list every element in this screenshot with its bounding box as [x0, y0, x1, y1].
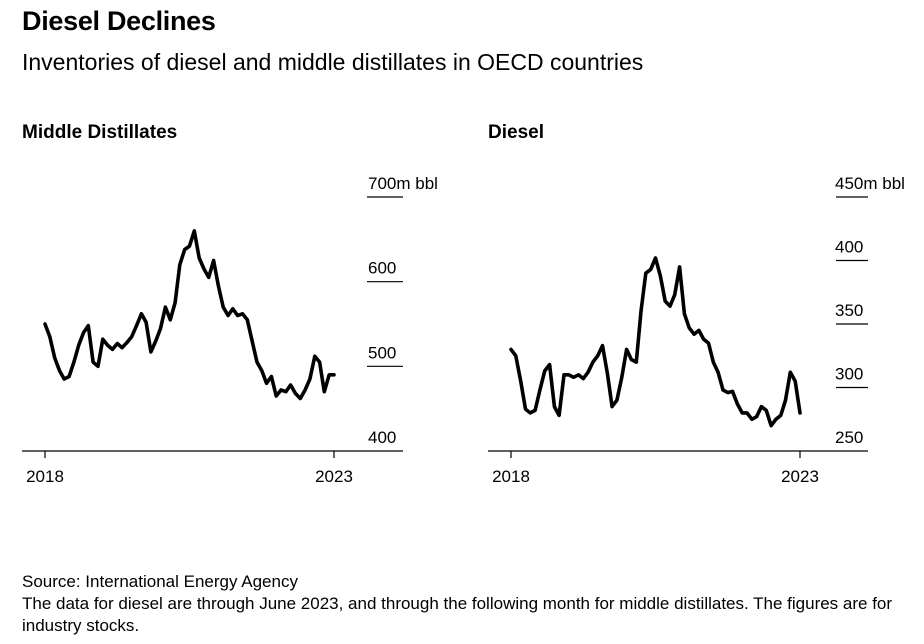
x-tick-label: 2023 — [781, 467, 819, 486]
y-tick-label: 500 — [368, 343, 396, 362]
footer: Source: International Energy Agency The … — [22, 571, 912, 637]
x-tick-label: 2018 — [26, 467, 64, 486]
data-note: The data for diesel are through June 202… — [22, 594, 897, 635]
y-tick-label: 350 — [835, 301, 863, 320]
x-tick-label: 2023 — [315, 467, 353, 486]
chart-title: Diesel Declines — [22, 6, 216, 36]
y-tick-label: 600 — [368, 259, 396, 278]
panel-title-middle-distillates: Middle Distillates — [22, 122, 178, 143]
source-note: Source: International Energy Agency — [22, 572, 298, 591]
y-tick-label: 250 — [835, 428, 863, 447]
panel-title-diesel: Diesel — [488, 122, 544, 143]
series-line — [43, 229, 336, 401]
y-tick-label: 400 — [368, 428, 396, 447]
y-tick-label: 300 — [835, 365, 863, 384]
x-tick-label: 2018 — [492, 467, 530, 486]
y-tick-label: 450m bbl — [835, 174, 905, 193]
y-tick-label: 700m bbl — [368, 174, 438, 193]
chart-subtitle: Inventories of diesel and middle distill… — [22, 49, 644, 75]
y-tick-label: 400 — [835, 238, 863, 257]
series-line — [509, 256, 802, 428]
